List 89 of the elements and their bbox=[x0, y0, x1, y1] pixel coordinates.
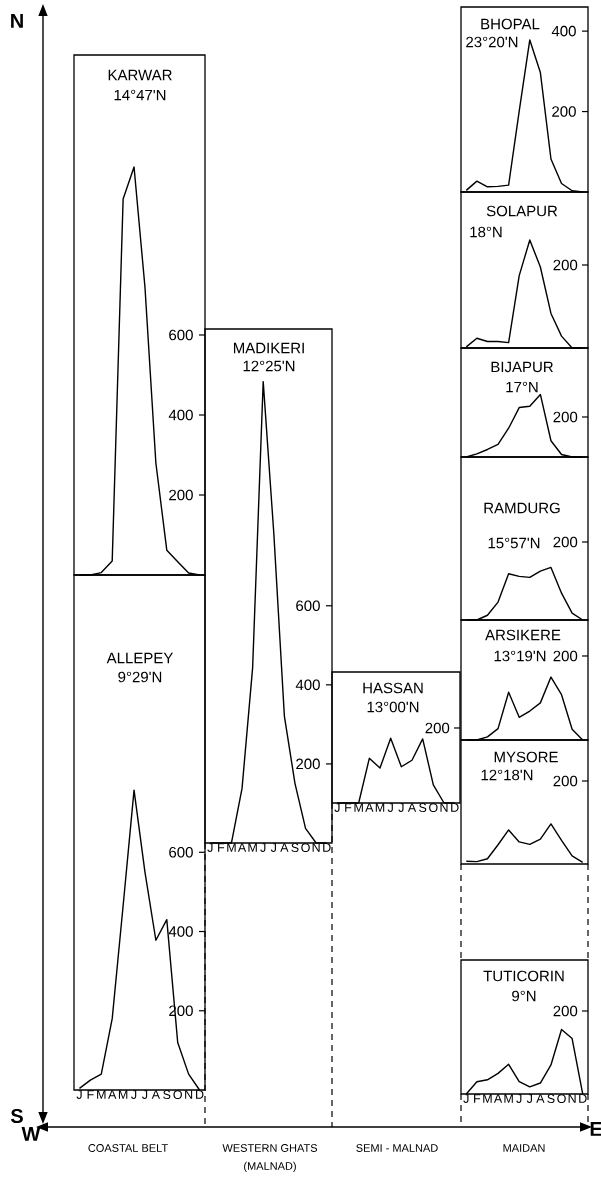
x-tick-label: O bbox=[557, 1094, 566, 1104]
text: SEMI - MALNAD bbox=[356, 1144, 438, 1152]
chart-subtitle: 12°18'N bbox=[481, 769, 533, 781]
x-tick-label: M bbox=[97, 1090, 106, 1099]
text: MADIKERI bbox=[233, 342, 304, 354]
x-tick-label: A bbox=[365, 803, 374, 812]
chart-title: MYSORE bbox=[494, 751, 558, 763]
x-tick-label: J bbox=[398, 803, 404, 812]
x-tick-label: M bbox=[118, 1090, 128, 1099]
x-tick-label: M bbox=[504, 1094, 513, 1103]
x-tick-label: S bbox=[163, 1090, 171, 1100]
chart-title: RAMDURG bbox=[484, 502, 560, 514]
chart-subtitle: 15°57'N bbox=[488, 537, 540, 549]
x-tick-label: N bbox=[312, 843, 320, 852]
chart-title: ARSIKERE bbox=[485, 629, 561, 641]
x-tick-label: F bbox=[474, 1094, 481, 1103]
x-tick-label: A bbox=[536, 1094, 545, 1103]
x-tick-label: S bbox=[291, 843, 299, 853]
x-tick-label: M bbox=[375, 803, 385, 812]
text: 200 bbox=[425, 722, 450, 734]
chart-subtitle: 18°N bbox=[470, 226, 502, 238]
x-tick-label: N bbox=[440, 803, 448, 812]
text: BHOPAL bbox=[481, 18, 540, 30]
x-tick-label: O bbox=[429, 803, 438, 813]
chart-subtitle: 13°19'N bbox=[494, 650, 546, 662]
chart-title: SOLAPUR bbox=[486, 205, 558, 217]
x-tick-label: J bbox=[76, 1090, 82, 1099]
x-tick-label: M bbox=[248, 843, 257, 852]
x-tick-label: J bbox=[463, 1094, 469, 1103]
text: KARWAR bbox=[108, 69, 172, 81]
chart-title: HASSAN bbox=[363, 682, 423, 694]
text: W bbox=[21, 1127, 41, 1141]
x-tick-label: M bbox=[354, 803, 363, 812]
text: ALLEPEY bbox=[106, 652, 174, 664]
x-tick-label: A bbox=[108, 1090, 117, 1099]
x-tick-label: O bbox=[173, 1090, 182, 1100]
y-tick-label: 600 bbox=[169, 329, 193, 341]
x-tick-label: N bbox=[568, 1094, 576, 1103]
x-tick-label: A bbox=[237, 843, 247, 852]
x-tick-label: F bbox=[87, 1090, 94, 1099]
x-tick-label: F bbox=[218, 843, 225, 852]
y-tick-label: 600 bbox=[169, 846, 193, 858]
x-tick-label: A bbox=[493, 1094, 503, 1103]
text: (MALNAD) bbox=[244, 1161, 296, 1173]
chart-title: BIJAPUR bbox=[491, 361, 553, 373]
x-tick-label: J bbox=[260, 843, 266, 852]
text: 23°20'N bbox=[466, 36, 518, 48]
x-tick-label: D bbox=[196, 1090, 204, 1099]
x-tick-label: S bbox=[547, 1094, 555, 1104]
x-tick-label: A bbox=[280, 843, 289, 852]
x-tick-label: J bbox=[142, 1090, 148, 1099]
x-tick-label: S bbox=[419, 803, 427, 813]
y-tick-label: 600 bbox=[296, 600, 320, 612]
text: 9°29'N bbox=[118, 671, 162, 683]
y-tick-label: 400 bbox=[168, 926, 193, 937]
text: COASTAL BELT bbox=[88, 1144, 168, 1152]
x-tick-label: D bbox=[451, 803, 459, 812]
text: S bbox=[10, 1108, 23, 1124]
text: WESTERN GHATS bbox=[222, 1144, 318, 1152]
chart-subtitle: 9°N bbox=[512, 990, 536, 1002]
text: E bbox=[590, 1122, 601, 1136]
y-tick-label: 200 bbox=[169, 489, 193, 501]
x-tick-label: F bbox=[345, 803, 352, 812]
x-tick-label: M bbox=[483, 1094, 492, 1103]
x-tick-label: O bbox=[301, 843, 310, 853]
y-tick-label: 200 bbox=[296, 758, 320, 770]
x-tick-label: N bbox=[185, 1090, 193, 1099]
x-tick-label: J bbox=[131, 1090, 137, 1099]
chart-title: TUTICORIN bbox=[483, 970, 564, 982]
x-tick-label: A bbox=[407, 803, 417, 812]
text: N bbox=[11, 14, 23, 28]
y-tick-label: 400 bbox=[295, 679, 320, 691]
text: 12°25'N bbox=[243, 360, 295, 372]
y-tick-label: 400 bbox=[168, 409, 193, 421]
y-tick-label: 400 bbox=[551, 25, 576, 37]
x-tick-label: J bbox=[526, 1094, 532, 1103]
x-tick-label: A bbox=[151, 1090, 161, 1099]
x-tick-label: J bbox=[516, 1094, 522, 1103]
x-tick-label: D bbox=[323, 843, 331, 852]
chart-subtitle: 13°00'N bbox=[367, 701, 419, 713]
x-tick-label: D bbox=[579, 1094, 587, 1103]
x-tick-label: J bbox=[207, 843, 213, 852]
x-tick-label: J bbox=[334, 803, 340, 812]
x-tick-label: M bbox=[227, 843, 236, 852]
x-tick-label: J bbox=[270, 843, 276, 852]
text: MAIDAN bbox=[503, 1144, 545, 1152]
chart-subtitle: 17°N bbox=[506, 381, 538, 393]
x-tick-label: J bbox=[387, 803, 393, 812]
text: 14°47'N bbox=[114, 89, 166, 101]
